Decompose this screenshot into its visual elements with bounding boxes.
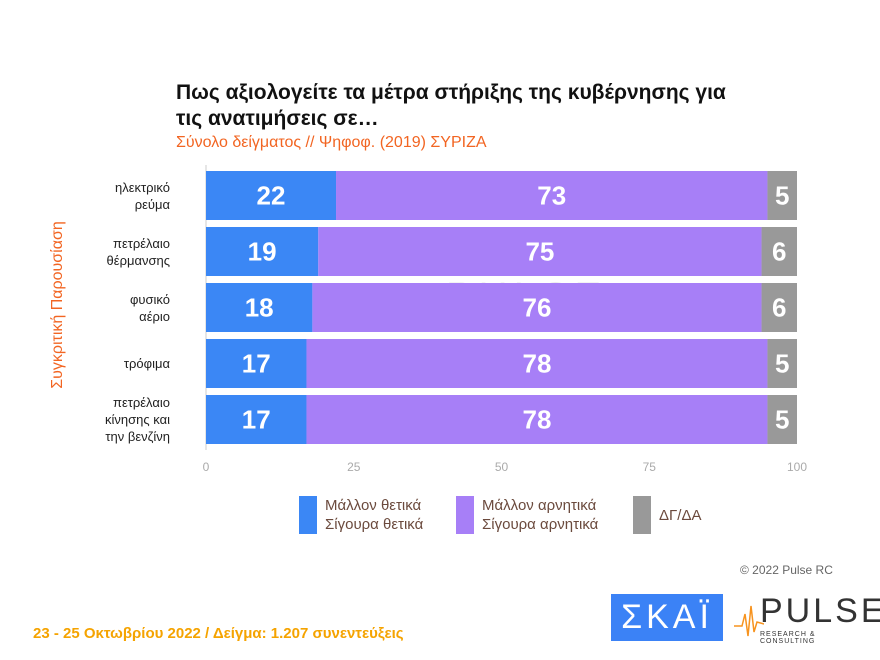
category-label: πετρέλαιο θέρμανσης	[70, 235, 170, 269]
legend-label-line: Μάλλον αρνητικά	[482, 497, 597, 514]
data-label: 78	[522, 405, 551, 435]
data-label: 6	[772, 293, 786, 323]
data-label: 76	[522, 293, 551, 323]
footer-sample-info: 23 - 25 Οκτωβρίου 2022 / Δείγμα: 1.207 σ…	[33, 625, 404, 642]
bar-segment	[761, 227, 797, 276]
data-label: 75	[525, 237, 554, 267]
category-label-line: αέριο	[139, 308, 170, 324]
category-label-line: ηλεκτρικό	[114, 179, 170, 195]
bar-segment	[312, 283, 762, 332]
bar-segment	[336, 171, 768, 220]
data-label: 17	[242, 349, 271, 379]
legend-swatch	[633, 496, 651, 534]
category-label: τρόφιμα	[70, 355, 170, 372]
bar-segment	[306, 395, 768, 444]
category-label-line: την βενζίνη	[105, 429, 170, 444]
bar-segment	[761, 283, 797, 332]
data-label: 5	[775, 181, 789, 211]
x-tick-label: 25	[347, 460, 361, 474]
legend-label-line: Σίγουρα αρνητικά	[482, 516, 599, 533]
data-label: 78	[522, 349, 551, 379]
bar-segment	[318, 227, 762, 276]
legend-item: ΔΓ/ΔΑ	[633, 496, 701, 534]
bar-segment	[206, 283, 313, 332]
category-label-line: θέρμανσης	[106, 252, 170, 268]
legend-label-line: Σίγουρα θετικά	[325, 516, 424, 533]
legend-label-line: ΔΓ/ΔΑ	[659, 506, 702, 524]
bar-segment	[306, 339, 768, 388]
data-label: 17	[242, 405, 271, 435]
bar-segment	[767, 339, 797, 388]
legend-item: Μάλλον θετικά Σίγουρα θετικά	[299, 496, 423, 534]
category-label-line: πετρέλαιο	[112, 235, 170, 251]
category-label-line: φυσικό	[129, 291, 170, 307]
skai-logo: ΣΚΑΪ	[611, 594, 723, 641]
bar-segment	[767, 171, 797, 220]
bar-segment	[206, 395, 307, 444]
chart-title: Πως αξιολογείτε τα μέτρα στήριξης της κυ…	[176, 81, 726, 130]
data-label: 19	[248, 237, 277, 267]
legend-label: ΔΓ/ΔΑ	[659, 506, 701, 525]
category-label-line: κίνησης και	[105, 412, 170, 427]
category-label-line: τρόφιμα	[123, 356, 170, 371]
legend-swatch	[456, 496, 474, 534]
data-label: 5	[775, 405, 789, 435]
bar-segment	[767, 395, 797, 444]
data-label: 6	[772, 237, 786, 267]
data-label: 5	[775, 349, 789, 379]
category-label-line: ρεύμα	[134, 196, 170, 212]
legend-label: Μάλλον θετικά Σίγουρα θετικά	[325, 496, 423, 534]
x-tick-label: 50	[495, 460, 509, 474]
category-label: φυσικό αέριο	[70, 291, 170, 325]
category-label: ηλεκτρικό ρεύμα	[70, 179, 170, 213]
legend-label-line: Μάλλον θετικά	[325, 497, 422, 514]
data-label: 22	[257, 181, 286, 211]
bar-segment	[206, 339, 307, 388]
legend-item: Μάλλον αρνητικά Σίγουρα αρνητικά	[456, 496, 598, 534]
legend-swatch	[299, 496, 317, 534]
data-label: 73	[537, 181, 566, 211]
category-label-line: πετρέλαιο	[112, 395, 170, 410]
legend-label: Μάλλον αρνητικά Σίγουρα αρνητικά	[482, 496, 598, 534]
x-tick-label: 75	[643, 460, 657, 474]
chart-subtitle: Σύνολο δείγματος // Ψηφοφ. (2019) ΣΥΡΙΖΑ	[176, 134, 487, 151]
copyright: © 2022 Pulse RC	[740, 563, 833, 577]
bar-segment	[206, 171, 337, 220]
bar-segment	[206, 227, 319, 276]
category-label: πετρέλαιο κίνησης και την βενζίνη	[70, 394, 170, 445]
x-tick-label: 0	[203, 460, 210, 474]
pulse-logo: PULSE RESEARCH & CONSULTING	[734, 592, 880, 645]
x-tick-label: 100	[787, 460, 807, 474]
data-label: 18	[245, 293, 274, 323]
